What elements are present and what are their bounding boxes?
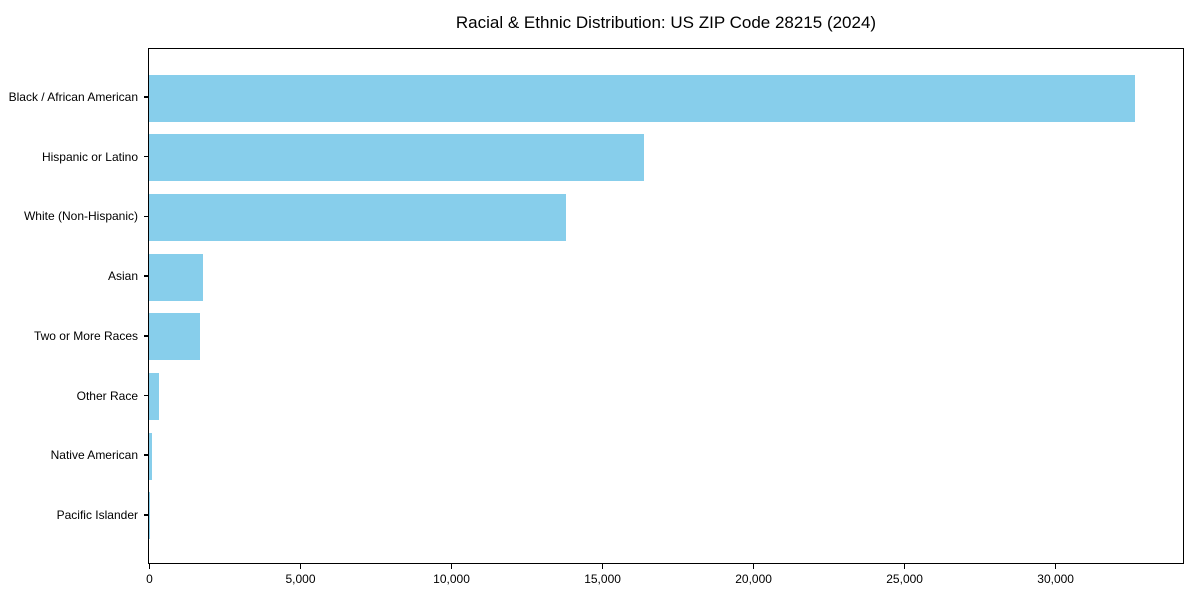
y-tick-mark bbox=[144, 454, 148, 456]
plot-area bbox=[148, 48, 1184, 564]
x-tick-label: 0 bbox=[146, 572, 153, 586]
x-tick-mark bbox=[903, 564, 906, 569]
y-tick-mark bbox=[144, 335, 148, 337]
bar bbox=[149, 373, 159, 420]
x-axis: 0 5,000 10,000 15,000 20,000 25,000 30,000 bbox=[146, 564, 1184, 594]
x-tick-mark bbox=[450, 564, 453, 569]
chart-title: Racial & Ethnic Distribution: US ZIP Cod… bbox=[455, 13, 877, 32]
bar bbox=[149, 74, 1136, 122]
y-tick-label: Asian bbox=[107, 269, 138, 284]
x-tick-mark bbox=[752, 564, 755, 569]
bar bbox=[149, 432, 153, 480]
y-tick-mark bbox=[144, 275, 148, 277]
y-tick-label: Native American bbox=[50, 448, 138, 463]
x-tick-label: 30,000 bbox=[1037, 572, 1074, 586]
bar bbox=[149, 492, 150, 540]
bar bbox=[149, 134, 645, 182]
bar bbox=[149, 253, 204, 301]
x-tick-mark bbox=[299, 564, 302, 569]
y-tick-label: Hispanic or Latino bbox=[41, 149, 138, 164]
bar bbox=[149, 313, 201, 361]
x-tick-mark bbox=[1054, 564, 1057, 569]
x-tick-label: 20,000 bbox=[735, 572, 772, 586]
x-tick-mark bbox=[601, 564, 604, 569]
x-tick-label: 15,000 bbox=[584, 572, 621, 586]
y-tick-label: Black / African American bbox=[8, 90, 138, 104]
y-tick-label: White (Non-Hispanic) bbox=[23, 209, 138, 224]
y-tick-mark bbox=[144, 96, 148, 98]
y-tick-mark bbox=[144, 394, 148, 397]
x-tick-label: 5,000 bbox=[285, 572, 316, 586]
y-tick-label: Pacific Islander bbox=[56, 507, 138, 522]
y-tick-mark bbox=[144, 155, 148, 158]
y-tick-mark bbox=[144, 215, 148, 218]
bar bbox=[149, 193, 567, 241]
y-tick-label: Other Race bbox=[76, 388, 138, 403]
x-tick-label: 25,000 bbox=[886, 572, 923, 586]
x-tick-mark bbox=[148, 564, 151, 569]
x-tick-label: 10,000 bbox=[433, 572, 470, 586]
y-tick-mark bbox=[144, 514, 148, 516]
y-tick-label: Two or More Races bbox=[33, 328, 138, 343]
y-axis: Black / African American Hispanic or Lati… bbox=[0, 48, 148, 564]
